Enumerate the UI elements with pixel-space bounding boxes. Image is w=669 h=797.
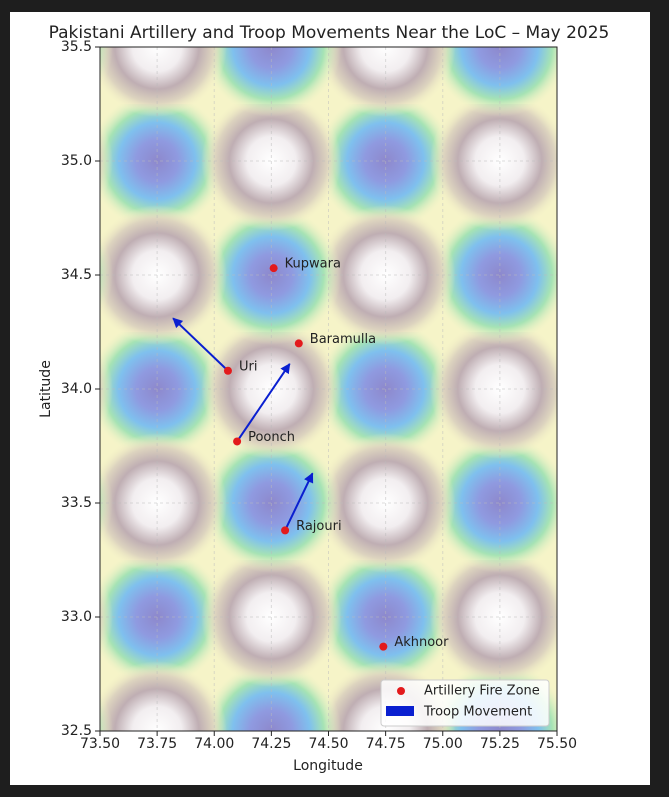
y-tick-label: 33.0 [61,609,92,625]
legend-label: Troop Movement [423,705,532,720]
point-label: Baramulla [310,332,376,347]
y-tick-label: 35.5 [61,39,92,55]
point-label: Poonch [248,430,295,445]
y-axis-label: Latitude [38,360,54,418]
troop-arrow [284,472,314,531]
fire-zone-point [269,264,278,273]
x-tick-label: 75.00 [423,736,463,752]
legend-box [380,679,550,727]
x-tick-label: 73.75 [137,736,177,752]
legend-label: Artillery Fire Zone [424,684,540,699]
fire-zone-point [223,366,232,375]
fire-zone-point [294,339,303,348]
y-tick-label: 33.5 [61,495,92,511]
y-tick-label: 34.5 [61,267,92,283]
legend-marker [397,687,405,695]
troop-arrow [172,317,229,372]
y-tick-label: 32.5 [61,723,92,739]
troop-arrow [236,363,291,443]
x-tick-label: 75.50 [537,736,577,752]
x-tick-label: 74.75 [366,736,406,752]
fire-zone-point [233,437,242,446]
legend-marker [386,706,414,716]
fire-zone-point [379,642,388,651]
point-label: Akhnoor [394,635,449,650]
point-label: Rajouri [296,519,341,534]
y-tick-label: 34.0 [61,381,92,397]
x-tick-label: 73.50 [80,736,120,752]
x-tick-label: 74.25 [251,736,291,752]
x-axis-label: Longitude [293,758,363,774]
fire-zone-point [281,526,290,535]
chart-title: Pakistani Artillery and Troop Movements … [49,23,610,43]
x-tick-label: 74.00 [194,736,234,752]
x-tick-label: 74.50 [308,736,348,752]
y-tick-label: 35.0 [61,153,92,169]
x-tick-label: 75.25 [480,736,520,752]
point-label: Kupwara [285,257,341,272]
point-label: Uri [239,359,257,374]
